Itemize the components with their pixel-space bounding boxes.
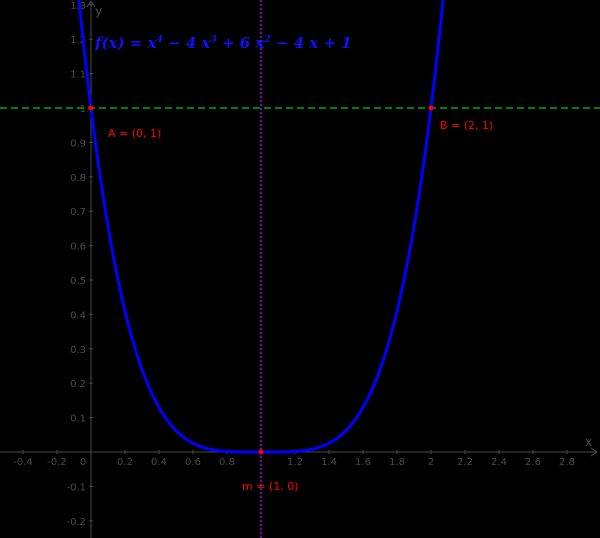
y-tick-label: 0.1 (70, 414, 86, 425)
y-tick-label: 0.8 (70, 173, 86, 184)
formula-exponent: 4 (156, 35, 163, 45)
x-tick-label: 2.2 (457, 457, 473, 468)
x-tick-label: 0.4 (151, 457, 167, 468)
x-axis-arrow-icon (590, 447, 598, 457)
y-tick-label: 0.5 (70, 276, 86, 287)
y-tick-label: 1.3 (70, 1, 86, 12)
x-tick-label: 0 (80, 457, 86, 468)
formula-term: + 6 x (216, 34, 265, 52)
point-A[interactable] (88, 105, 94, 111)
point-B[interactable] (428, 105, 434, 111)
x-tick-label: 1.4 (321, 457, 337, 468)
x-tick-label: 2.8 (559, 457, 575, 468)
y-tick-label: 1.2 (70, 35, 86, 46)
x-tick-label: 2.6 (525, 457, 541, 468)
x-tick-label: 1.8 (389, 457, 405, 468)
x-tick-label: 2 (428, 457, 434, 468)
y-axis-label: y (95, 4, 102, 18)
x-tick-label: -0.4 (13, 457, 33, 468)
y-tick-label: 0.9 (70, 138, 86, 149)
tick-labels: -0.4 -0.2 0 0.2 0.4 0.6 0.8 1.2 1.4 1.6 1.8 2 2.2 2.4… (13, 1, 575, 528)
x-tick-label: 0.8 (219, 457, 235, 468)
x-tick-label: 0.6 (185, 457, 201, 468)
formula-term: x (147, 34, 157, 52)
x-tick-label: 2.4 (491, 457, 507, 468)
point-label-A: A = (0, 1) (108, 127, 161, 140)
formula-term: − 4 x (162, 34, 211, 52)
x-axis-label: x (585, 435, 592, 449)
y-tick-label: 0.2 (70, 379, 86, 390)
x-tick-label: 1.2 (287, 457, 303, 468)
formula-exponent: 3 (210, 35, 217, 45)
y-tick-label: 1.1 (70, 70, 86, 81)
point-label-B: B = (2, 1) (440, 119, 493, 132)
point-label-m: m = (1, 0) (242, 480, 299, 493)
y-axis-arrow-icon (86, 0, 96, 8)
formula-lhs: f(x) = (95, 34, 143, 52)
x-tick-label: -0.2 (47, 457, 67, 468)
x-tick-label: 1.6 (355, 457, 371, 468)
formula-exponent: 2 (264, 35, 271, 45)
y-tick-label: 0.4 (70, 310, 86, 321)
x-tick-label: 0.2 (117, 457, 133, 468)
points: A = (0, 1) B = (2, 1) m = (1, 0) (88, 105, 493, 493)
function-formula-label[interactable]: f(x) = x4 − 4 x3 + 6 x2 − 4 x + 1 (95, 34, 352, 52)
y-tick-label: 0.3 (70, 345, 86, 356)
y-tick-label: 0.6 (70, 242, 86, 253)
formula-term: − 4 x + 1 (270, 34, 352, 52)
y-tick-label: 0.7 (70, 207, 86, 218)
y-tick-label: 1 (80, 104, 86, 115)
y-tick-label: -0.2 (66, 517, 86, 528)
y-tick-label: -0.1 (66, 482, 86, 493)
point-m[interactable] (258, 449, 264, 455)
